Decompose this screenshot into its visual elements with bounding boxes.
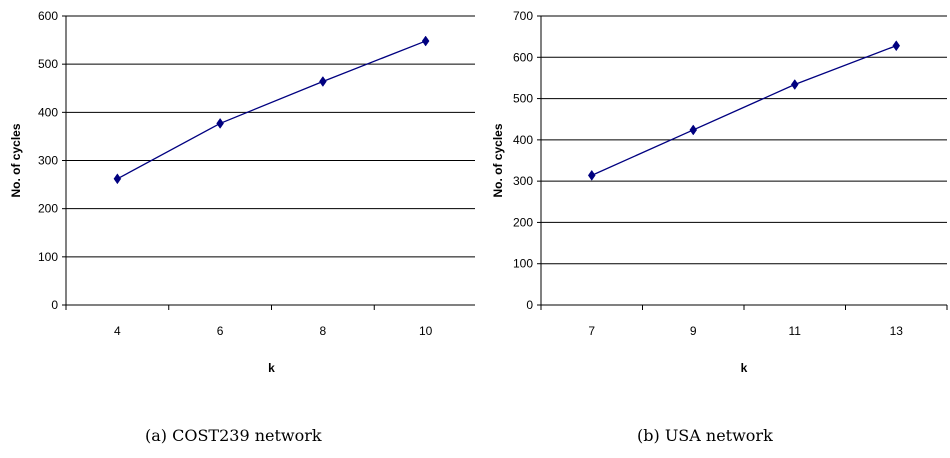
y-tick-label: 600: [38, 9, 58, 23]
x-tick-label: 8: [320, 324, 327, 338]
caption-b: (b) USA network: [637, 426, 773, 445]
y-tick-label: 600: [513, 50, 533, 64]
y-tick-label: 500: [513, 92, 533, 106]
data-point-marker: [790, 79, 799, 90]
x-tick-label: 11: [789, 324, 802, 338]
y-tick-label: 700: [513, 9, 533, 23]
y-tick-label: 500: [38, 57, 58, 71]
x-axis-title: k: [268, 361, 275, 375]
data-point-marker: [587, 169, 596, 181]
data-point-marker: [689, 124, 698, 136]
x-tick-label: 6: [217, 324, 224, 338]
chart-b: 0 100 200 300 400 500 600 700 7 9 11 13 k No. of cycl…: [491, 9, 948, 375]
x-tick-label: 9: [690, 324, 697, 338]
x-tick-label: 10: [419, 324, 433, 338]
caption-a: (a) COST239 network: [145, 426, 322, 445]
y-tick-label: 300: [38, 154, 58, 168]
series-line: [117, 40, 426, 180]
y-tick-label: 0: [526, 298, 533, 312]
x-tick-label: 4: [114, 324, 121, 338]
y-tick-label: 200: [38, 202, 58, 216]
x-tick-label: 13: [890, 324, 904, 338]
y-tick-label: 400: [38, 105, 58, 119]
y-tick-label: 100: [38, 250, 58, 264]
data-point-marker: [421, 35, 430, 47]
y-tick-label: 0: [51, 298, 58, 312]
y-tick-label: 300: [513, 174, 533, 188]
data-point-marker: [319, 76, 327, 87]
y-axis-title: No. of cycles: [9, 123, 23, 197]
y-tick-label: 100: [513, 257, 533, 271]
x-axis-title: k: [741, 361, 748, 375]
series-line: [591, 45, 897, 176]
data-point-marker: [892, 40, 901, 52]
data-point-marker: [113, 173, 122, 185]
y-tick-label: 200: [513, 215, 533, 229]
chart-a: 0 100 200 300 400 500 600 4 6 8 10 k No. of cycles: [9, 9, 475, 375]
data-point-marker: [216, 117, 224, 129]
y-tick-label: 400: [513, 133, 533, 147]
y-axis-title: No. of cycles: [491, 123, 505, 197]
x-tick-label: 7: [588, 324, 595, 338]
